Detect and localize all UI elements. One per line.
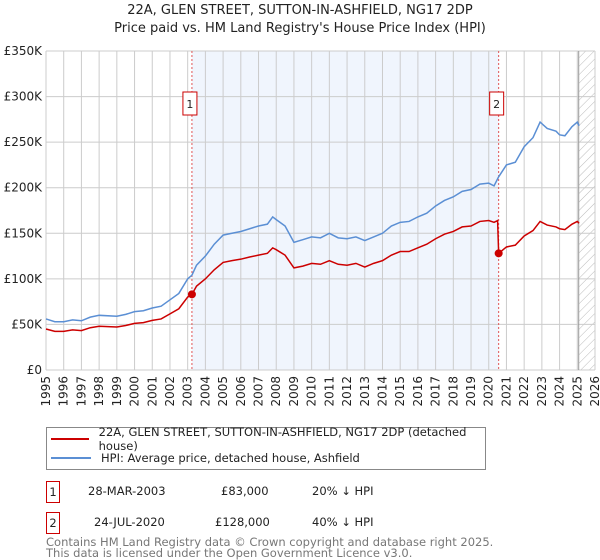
x-tick-label: 2013 [358, 376, 372, 407]
y-tick-label: £200K [4, 181, 44, 195]
x-tick-label: 2012 [340, 376, 354, 407]
x-tick-label: 1996 [57, 376, 71, 407]
transaction-marker: 2 [46, 512, 60, 534]
x-tick-label: 2007 [252, 376, 266, 407]
x-tick-label: 2006 [234, 376, 248, 407]
sale-label: 2 [493, 98, 500, 111]
x-tick-label: 2016 [411, 376, 425, 407]
ownership-period-shade [191, 51, 499, 370]
sale-label: 1 [186, 98, 193, 111]
x-tick-label: 2005 [216, 376, 230, 407]
price-paid-line [45, 219, 580, 333]
forecast-hatch [578, 51, 595, 370]
x-tick-label: 2024 [553, 376, 567, 407]
transaction-marker: 1 [46, 481, 60, 503]
sale-point [494, 249, 503, 258]
x-tick-label: 2015 [393, 376, 407, 407]
footer-copyright: Contains HM Land Registry data © Crown c… [46, 535, 494, 549]
x-tick-label: 2014 [375, 376, 389, 407]
x-tick-label: 2019 [464, 376, 478, 407]
sale-label-box [182, 91, 198, 116]
y-tick-label: £250K [4, 135, 44, 149]
transaction-date: 24-JUL-2020 [94, 515, 165, 529]
y-tick-label: £300K [4, 90, 44, 104]
footer-licence: This data is licensed under the Open Gov… [46, 546, 413, 560]
x-tick-label: 2023 [535, 376, 549, 407]
y-tick-label: £350K [4, 44, 44, 58]
x-tick-label: 2018 [446, 376, 460, 407]
x-tick-label: 2011 [322, 376, 336, 407]
x-tick-label: 2020 [482, 376, 496, 407]
legend-hpi-label: HPI: Average price, detached house, Ashf… [101, 451, 360, 465]
x-tick-label: 1997 [74, 376, 88, 407]
x-tick-label: 1999 [110, 376, 124, 407]
legend: 22A, GLEN STREET, SUTTON-IN-ASHFIELD, NG… [46, 425, 486, 470]
x-tick-label: 2021 [499, 376, 513, 407]
legend-blue-line [51, 457, 91, 459]
x-tick-label: 1995 [39, 376, 53, 407]
x-tick-label: 2022 [517, 376, 531, 407]
transaction-hpi-diff: 20% ↓ HPI [312, 484, 374, 498]
y-tick-label: £150K [4, 226, 44, 240]
sale-label-box [489, 91, 505, 116]
x-tick-label: 1998 [92, 376, 106, 407]
x-tick-label: 2025 [570, 376, 584, 407]
x-tick-label: 2026 [588, 376, 600, 407]
transaction-price: £128,000 [215, 515, 270, 529]
x-tick-label: 2002 [163, 376, 177, 407]
x-tick-label: 2008 [269, 376, 283, 407]
transaction-hpi-diff: 40% ↓ HPI [312, 515, 374, 529]
y-tick-label: £0 [27, 363, 42, 377]
x-tick-label: 2017 [429, 376, 443, 407]
transaction-price: £83,000 [221, 484, 269, 498]
x-tick-label: 2000 [128, 376, 142, 407]
y-tick-label: £50K [11, 317, 43, 331]
x-tick-label: 2003 [181, 376, 195, 407]
transaction-date: 28-MAR-2003 [88, 484, 166, 498]
legend-property-label: 22A, GLEN STREET, SUTTON-IN-ASHFIELD, NG… [98, 425, 467, 453]
chart-title: 22A, GLEN STREET, SUTTON-IN-ASHFIELD, NG… [127, 3, 473, 18]
legend-red-line [51, 438, 89, 440]
x-tick-label: 2004 [198, 376, 212, 407]
price-chart: 1995 1996 1997 1998 1999 2000 2001 2002 2003 2004… [4, 44, 600, 407]
chart-subtitle: Price paid vs. HM Land Registry's House … [114, 21, 486, 36]
sale-point [187, 290, 196, 299]
x-tick-label: 2009 [287, 376, 301, 407]
hpi-line [45, 120, 580, 323]
y-tick-label: £100K [4, 272, 44, 286]
x-tick-label: 2001 [145, 376, 159, 407]
x-tick-label: 2010 [305, 376, 319, 407]
